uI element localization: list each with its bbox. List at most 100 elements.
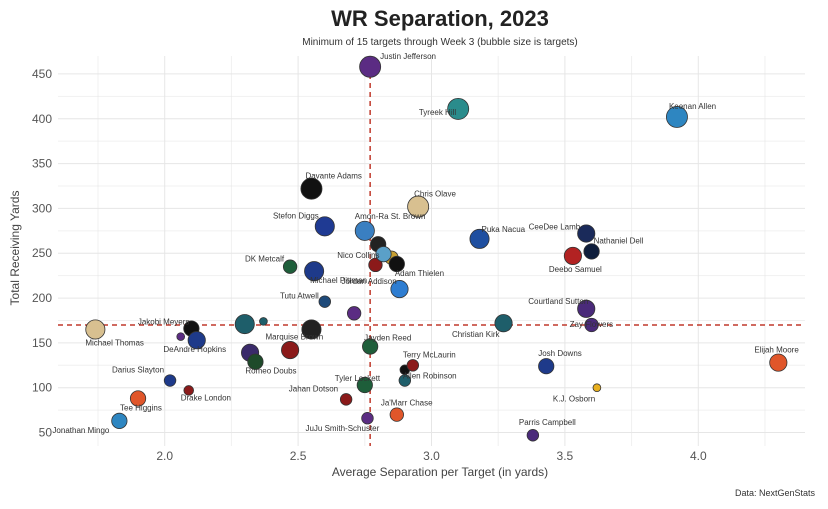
bubble <box>129 390 147 407</box>
y-tick-label: 300 <box>32 201 52 215</box>
bubble <box>526 429 540 442</box>
bubbles <box>85 55 788 442</box>
y-tick-label: 450 <box>32 67 52 81</box>
point-label: Parris Campbell <box>519 418 576 427</box>
point-label: Courtland Sutton <box>528 297 588 306</box>
point-label: Keenan Allen <box>669 102 716 111</box>
point-label: Zay Flowers <box>570 320 614 329</box>
bubble <box>111 412 128 429</box>
point-label: Michael Pittman <box>310 276 367 285</box>
point-label: Ja'Marr Chase <box>381 399 433 408</box>
bubble <box>362 338 379 355</box>
bubble <box>390 280 409 299</box>
bubble <box>389 407 404 422</box>
y-tick-label: 250 <box>32 246 52 260</box>
bubble <box>375 246 392 263</box>
point-label: Marquise Brown <box>265 332 323 341</box>
bubble <box>577 299 596 318</box>
point-label: Elijah Moore <box>754 346 799 355</box>
bubble <box>314 216 335 237</box>
point-label: Nathaniel Dell <box>594 236 644 245</box>
point-label: Allen Robinson <box>403 372 457 381</box>
point-label: Jahan Dotson <box>289 384 338 393</box>
bubble <box>300 177 323 200</box>
bubble <box>234 314 255 335</box>
bubble <box>665 106 688 128</box>
y-tick-label: 400 <box>32 112 52 126</box>
bubble <box>563 246 582 265</box>
x-tick-label: 2.5 <box>290 449 307 463</box>
x-tick-label: 4.0 <box>690 449 707 463</box>
bubble <box>346 306 362 321</box>
bubble <box>282 259 298 274</box>
bubble <box>769 353 788 372</box>
point-label: Tutu Atwell <box>280 292 319 301</box>
point-label: DeAndre Hopkins <box>163 345 226 354</box>
point-label: Darius Slayton <box>112 366 164 375</box>
bubble <box>407 195 430 218</box>
bubble <box>187 331 206 350</box>
point-label: Chris Olave <box>414 190 456 199</box>
point-label: K.J. Osborn <box>553 395 595 404</box>
y-tick-label: 150 <box>32 336 52 350</box>
y-tick-label: 200 <box>32 291 52 305</box>
point-label: CeeDee Lamb <box>529 223 581 232</box>
x-tick-label: 3.0 <box>423 449 440 463</box>
bubble <box>368 257 383 273</box>
bubble <box>183 385 194 396</box>
x-tick-label: 2.0 <box>156 449 173 463</box>
tick-labels: 2.0 2.5 3.0 3.5 4.0 50 100 150 200 250 300 350 400 45… <box>32 67 707 463</box>
bubble <box>176 332 186 341</box>
point-label: Nico Collins <box>337 251 379 260</box>
grid <box>58 56 805 446</box>
y-axis-label: Total Receiving Yards <box>8 191 22 306</box>
chart-subtitle: Minimum of 15 targets through Week 3 (bu… <box>302 37 578 48</box>
bubble <box>583 243 600 260</box>
bubble <box>577 224 596 243</box>
bubble <box>469 228 490 249</box>
point-label: Stefon Diggs <box>273 211 319 220</box>
x-tick-label: 3.5 <box>557 449 574 463</box>
bubble <box>356 376 373 394</box>
bubble <box>304 261 325 282</box>
data-source: Data: NextGenStats <box>735 488 816 498</box>
bubble <box>592 383 602 393</box>
bubble <box>447 97 470 120</box>
bubble <box>85 319 106 340</box>
point-label: Tyreek Hill <box>419 108 457 117</box>
bubble <box>301 319 322 340</box>
bubble <box>359 55 382 78</box>
point-label: Christian Kirk <box>452 330 501 339</box>
point-label: JuJu Smith-Schuster <box>305 424 379 433</box>
bubble <box>247 353 264 370</box>
bubble <box>538 358 555 375</box>
bubble <box>361 412 374 425</box>
point-label: Puka Nacua <box>482 225 526 234</box>
point-label: Drake London <box>181 393 231 402</box>
point-label: Tyler Lockett <box>335 374 381 383</box>
x-axis-label: Average Separation per Target (in yards) <box>332 465 548 479</box>
bubble <box>406 359 420 372</box>
point-label: DK Metcalf <box>245 255 285 264</box>
point-label: Amon-Ra St. Brown <box>355 212 426 221</box>
point-label: Jayden Reed <box>364 333 411 342</box>
point-label: Tee Higgins <box>120 403 162 412</box>
point-label: Adam Thielen <box>395 269 444 278</box>
point-label: Romeo Doubs <box>245 367 296 376</box>
chart-title: WR Separation, 2023 <box>331 6 549 31</box>
point-label: Josh Downs <box>538 349 582 358</box>
y-tick-label: 50 <box>39 426 53 440</box>
bubble <box>318 295 331 308</box>
point-label: Deebo Samuel <box>549 265 602 274</box>
point-label: Justin Jefferson <box>380 52 436 61</box>
y-tick-label: 350 <box>32 157 52 171</box>
point-label: Michael Thomas <box>85 338 144 347</box>
point-label: Davante Adams <box>305 172 361 181</box>
bubble <box>584 317 599 333</box>
bubble <box>339 393 353 406</box>
bubble <box>163 374 177 387</box>
bubble <box>259 317 268 326</box>
bubble <box>281 341 300 360</box>
